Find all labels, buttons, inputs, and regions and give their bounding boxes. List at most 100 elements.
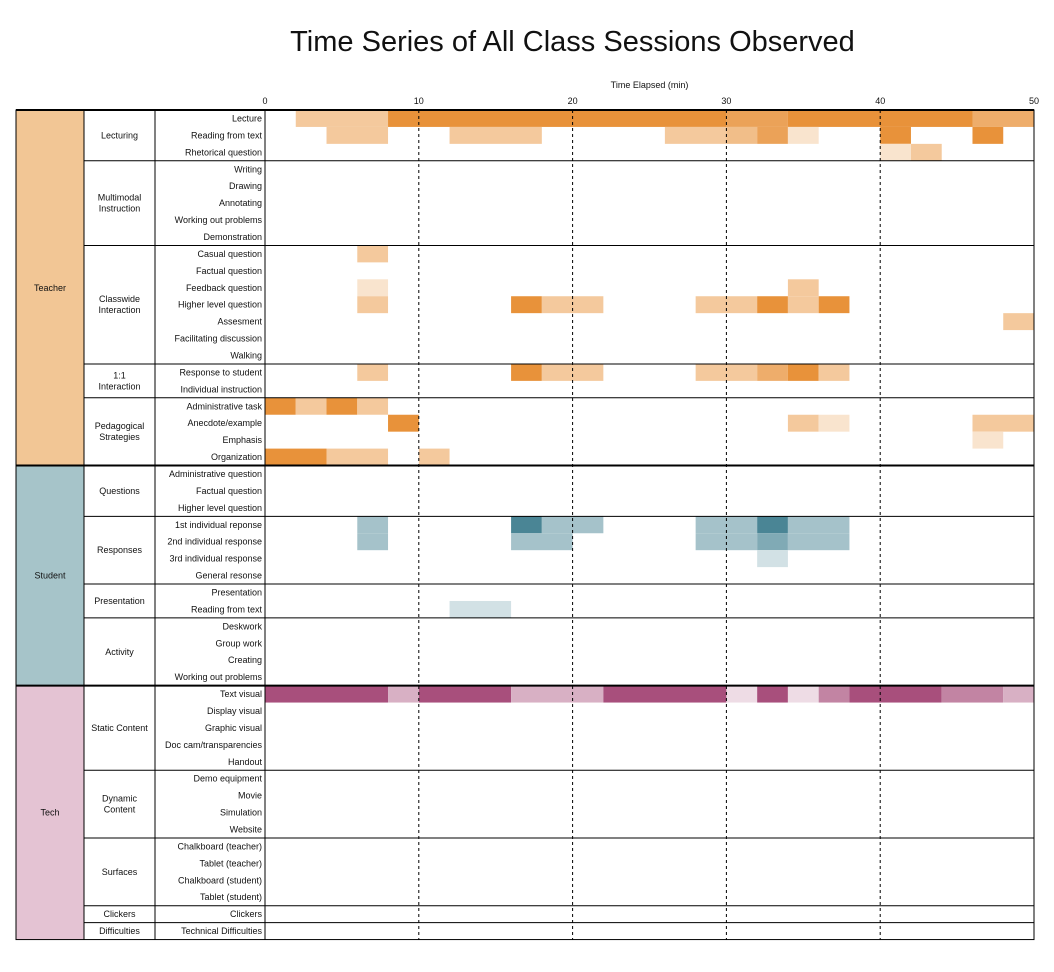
row-label: Higher level question bbox=[178, 503, 262, 513]
heatmap-cell bbox=[511, 363, 542, 381]
heatmap-cell bbox=[449, 600, 512, 618]
row-label: Reading from text bbox=[191, 604, 263, 614]
group-label: Teacher bbox=[34, 283, 66, 293]
row-label: Administrative task bbox=[186, 401, 262, 411]
row-label: Website bbox=[230, 825, 262, 835]
row-label: Organization bbox=[211, 452, 262, 462]
heatmap-cell bbox=[265, 397, 296, 415]
subgroup-label: Classwide Interaction bbox=[98, 294, 140, 315]
row-label: Working out problems bbox=[175, 672, 263, 682]
row-label: Simulation bbox=[220, 808, 262, 818]
heatmap-cell bbox=[757, 550, 788, 568]
row-label: Presentation bbox=[211, 588, 262, 598]
heatmap-cell bbox=[818, 414, 850, 432]
row-label: Demo equipment bbox=[193, 774, 262, 784]
row-label: Rhetorical question bbox=[185, 147, 262, 157]
row-label: Handout bbox=[228, 757, 263, 767]
row-label: Anecdote/example bbox=[187, 418, 262, 428]
row-label: Technical Difficulties bbox=[181, 926, 262, 936]
heatmap-cell bbox=[787, 685, 819, 703]
heatmap-cell bbox=[511, 296, 542, 314]
group-band bbox=[16, 110, 84, 466]
heatmap-cell bbox=[664, 126, 727, 144]
heatmap-cell bbox=[972, 431, 1004, 449]
heatmap-cell bbox=[757, 126, 788, 144]
chart-title: Time Series of All Class Sessions Observ… bbox=[290, 26, 855, 58]
heatmap-cell bbox=[818, 363, 850, 381]
heatmap-cell bbox=[357, 533, 389, 551]
row-label: Response to student bbox=[179, 367, 262, 377]
heatmap-cell bbox=[357, 245, 389, 263]
row-label: Factual question bbox=[196, 266, 262, 276]
heatmap-cell bbox=[541, 363, 604, 381]
subgroup-label: Dynamic Content bbox=[102, 794, 138, 815]
row-label: Emphasis bbox=[222, 435, 262, 445]
row-label: Individual instruction bbox=[180, 384, 262, 394]
row-label: 3rd individual response bbox=[169, 554, 262, 564]
heatmap-cell bbox=[972, 110, 1034, 127]
heatmap-cell bbox=[972, 126, 1004, 144]
row-label: 2nd individual response bbox=[167, 537, 262, 547]
row-label: Chalkboard (teacher) bbox=[177, 841, 262, 851]
heatmap-cell bbox=[265, 685, 389, 703]
heatmap-cell bbox=[511, 516, 542, 534]
row-label: Doc cam/transparencies bbox=[165, 740, 263, 750]
row-label: Assesment bbox=[217, 317, 262, 327]
group-band bbox=[16, 685, 84, 940]
row-label: Deskwork bbox=[222, 621, 262, 631]
heatmap-cell bbox=[357, 279, 389, 297]
heatmap-cell bbox=[880, 143, 911, 161]
heatmap-cell bbox=[511, 533, 573, 551]
row-label: Drawing bbox=[229, 181, 262, 191]
row-label: Lecture bbox=[232, 113, 262, 123]
heatmap-cell bbox=[818, 685, 850, 703]
row-label: Feedback question bbox=[186, 283, 262, 293]
heatmap-cell bbox=[726, 126, 758, 144]
heatmap-cell bbox=[326, 397, 358, 415]
subgroup-label: Difficulties bbox=[99, 926, 140, 936]
group-label: Tech bbox=[40, 808, 59, 818]
heatmap-cell bbox=[357, 363, 389, 381]
heatmap-cell bbox=[603, 685, 727, 703]
x-tick-label: 10 bbox=[414, 96, 424, 106]
heatmap-cell bbox=[326, 448, 389, 466]
row-label: Walking bbox=[230, 350, 262, 360]
x-tick-label: 50 bbox=[1029, 96, 1039, 106]
row-label: Factual question bbox=[196, 486, 262, 496]
heatmap-cell bbox=[757, 363, 788, 381]
heatmap-cell bbox=[910, 143, 942, 161]
heatmap-cell bbox=[388, 110, 727, 127]
heatmap-cell bbox=[357, 516, 389, 534]
subgroup-label: Presentation bbox=[94, 596, 145, 606]
subgroup-label: Questions bbox=[99, 486, 140, 496]
row-label: Tablet (teacher) bbox=[199, 858, 262, 868]
row-label: Writing bbox=[234, 164, 262, 174]
subgroup-label: Activity bbox=[105, 647, 134, 657]
row-label: 1st individual reponse bbox=[175, 520, 262, 530]
heatmap-cell bbox=[787, 363, 819, 381]
heatmap-cell bbox=[787, 279, 819, 297]
subgroup-label: Static Content bbox=[91, 723, 148, 733]
subgroup-label: Lecturing bbox=[101, 130, 138, 140]
heatmap-cell bbox=[295, 110, 389, 127]
heatmap-cell bbox=[1003, 313, 1034, 331]
heatmap-cell bbox=[818, 296, 850, 314]
subgroup-label: Pedagogical Strategies bbox=[95, 421, 145, 442]
row-label: Movie bbox=[238, 791, 262, 801]
heatmap-cell bbox=[1003, 685, 1034, 703]
subgroup-label: Surfaces bbox=[102, 867, 138, 877]
row-label: Working out problems bbox=[175, 215, 263, 225]
heatmap-cell bbox=[757, 533, 788, 551]
row-label: Facilitating discussion bbox=[174, 334, 262, 344]
heatmap-cell bbox=[787, 296, 819, 314]
heatmap-cell bbox=[388, 414, 419, 432]
x-tick-label: 20 bbox=[568, 96, 578, 106]
heatmap-cell bbox=[388, 685, 419, 703]
subgroup-label: Clickers bbox=[103, 909, 136, 919]
x-tick-label: 30 bbox=[721, 96, 731, 106]
row-label: Creating bbox=[228, 655, 262, 665]
group-band bbox=[16, 465, 84, 686]
row-label: Display visual bbox=[207, 706, 262, 716]
heatmap-cell bbox=[880, 126, 911, 144]
